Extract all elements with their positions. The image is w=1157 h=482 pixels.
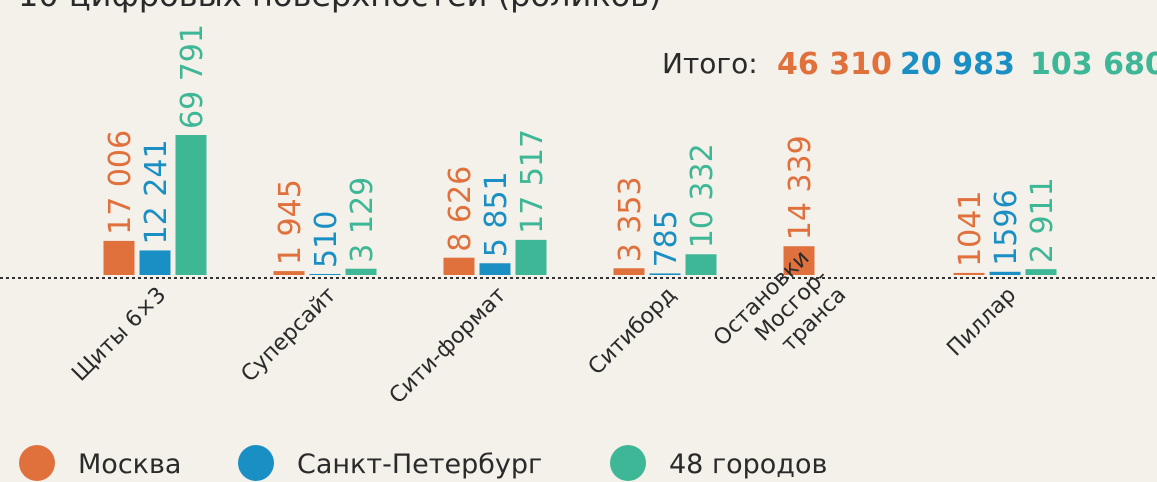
bar	[989, 271, 1021, 275]
legend-label: 48 городов	[669, 449, 827, 480]
bar	[953, 272, 985, 275]
bar	[273, 271, 305, 275]
value-label: 1 945	[273, 179, 308, 265]
x-tick-label: Суперсайт	[237, 282, 342, 387]
value-label: 1041	[953, 191, 988, 267]
totals-label: Итого:	[662, 47, 758, 80]
value-label: 17 517	[515, 129, 550, 234]
x-tick-label: Пиллар	[942, 283, 1021, 362]
bar	[443, 257, 475, 275]
total: 46 310	[777, 47, 892, 82]
legend-label: Москва	[78, 449, 181, 480]
value-label: 1596	[989, 189, 1024, 265]
chart-title: 10 цифровых поверхностей (роликов)	[18, 0, 662, 14]
bar	[175, 135, 207, 275]
legend-swatch	[610, 445, 646, 481]
value-label: 69 791	[175, 24, 210, 129]
x-tick-label: Щиты 6×3	[67, 283, 171, 387]
x-tick-label: Сити-формат	[385, 282, 512, 409]
bar	[479, 263, 511, 275]
legend-swatch	[19, 445, 55, 481]
x-tick-label: Ситиборд	[584, 283, 682, 381]
bar	[783, 246, 815, 275]
bar	[103, 240, 135, 275]
value-label: 5 851	[479, 171, 514, 257]
bar	[309, 273, 341, 275]
value-label: 2 911	[1025, 177, 1060, 263]
total: 20 983	[900, 47, 1015, 82]
bar	[139, 250, 171, 275]
bar	[1025, 269, 1057, 275]
value-label: 8 626	[443, 166, 478, 252]
value-label: 17 006	[103, 130, 138, 235]
value-label: 510	[309, 211, 344, 268]
total: 103 680	[1030, 47, 1157, 82]
value-label: 3 353	[613, 176, 648, 262]
bar	[649, 273, 681, 275]
value-label: 12 241	[139, 139, 174, 244]
value-label: 785	[649, 210, 684, 267]
bar	[685, 254, 717, 275]
value-label: 3 129	[345, 177, 380, 263]
bar	[345, 268, 377, 275]
bar	[613, 268, 645, 275]
bar	[515, 239, 547, 275]
value-label: 10 332	[685, 143, 720, 248]
value-label: 14 339	[783, 135, 818, 240]
legend-label: Санкт-Петербург	[297, 449, 542, 480]
legend-swatch	[238, 445, 274, 481]
x-tick-label: ОстановкиМосгор-транса	[709, 246, 851, 388]
